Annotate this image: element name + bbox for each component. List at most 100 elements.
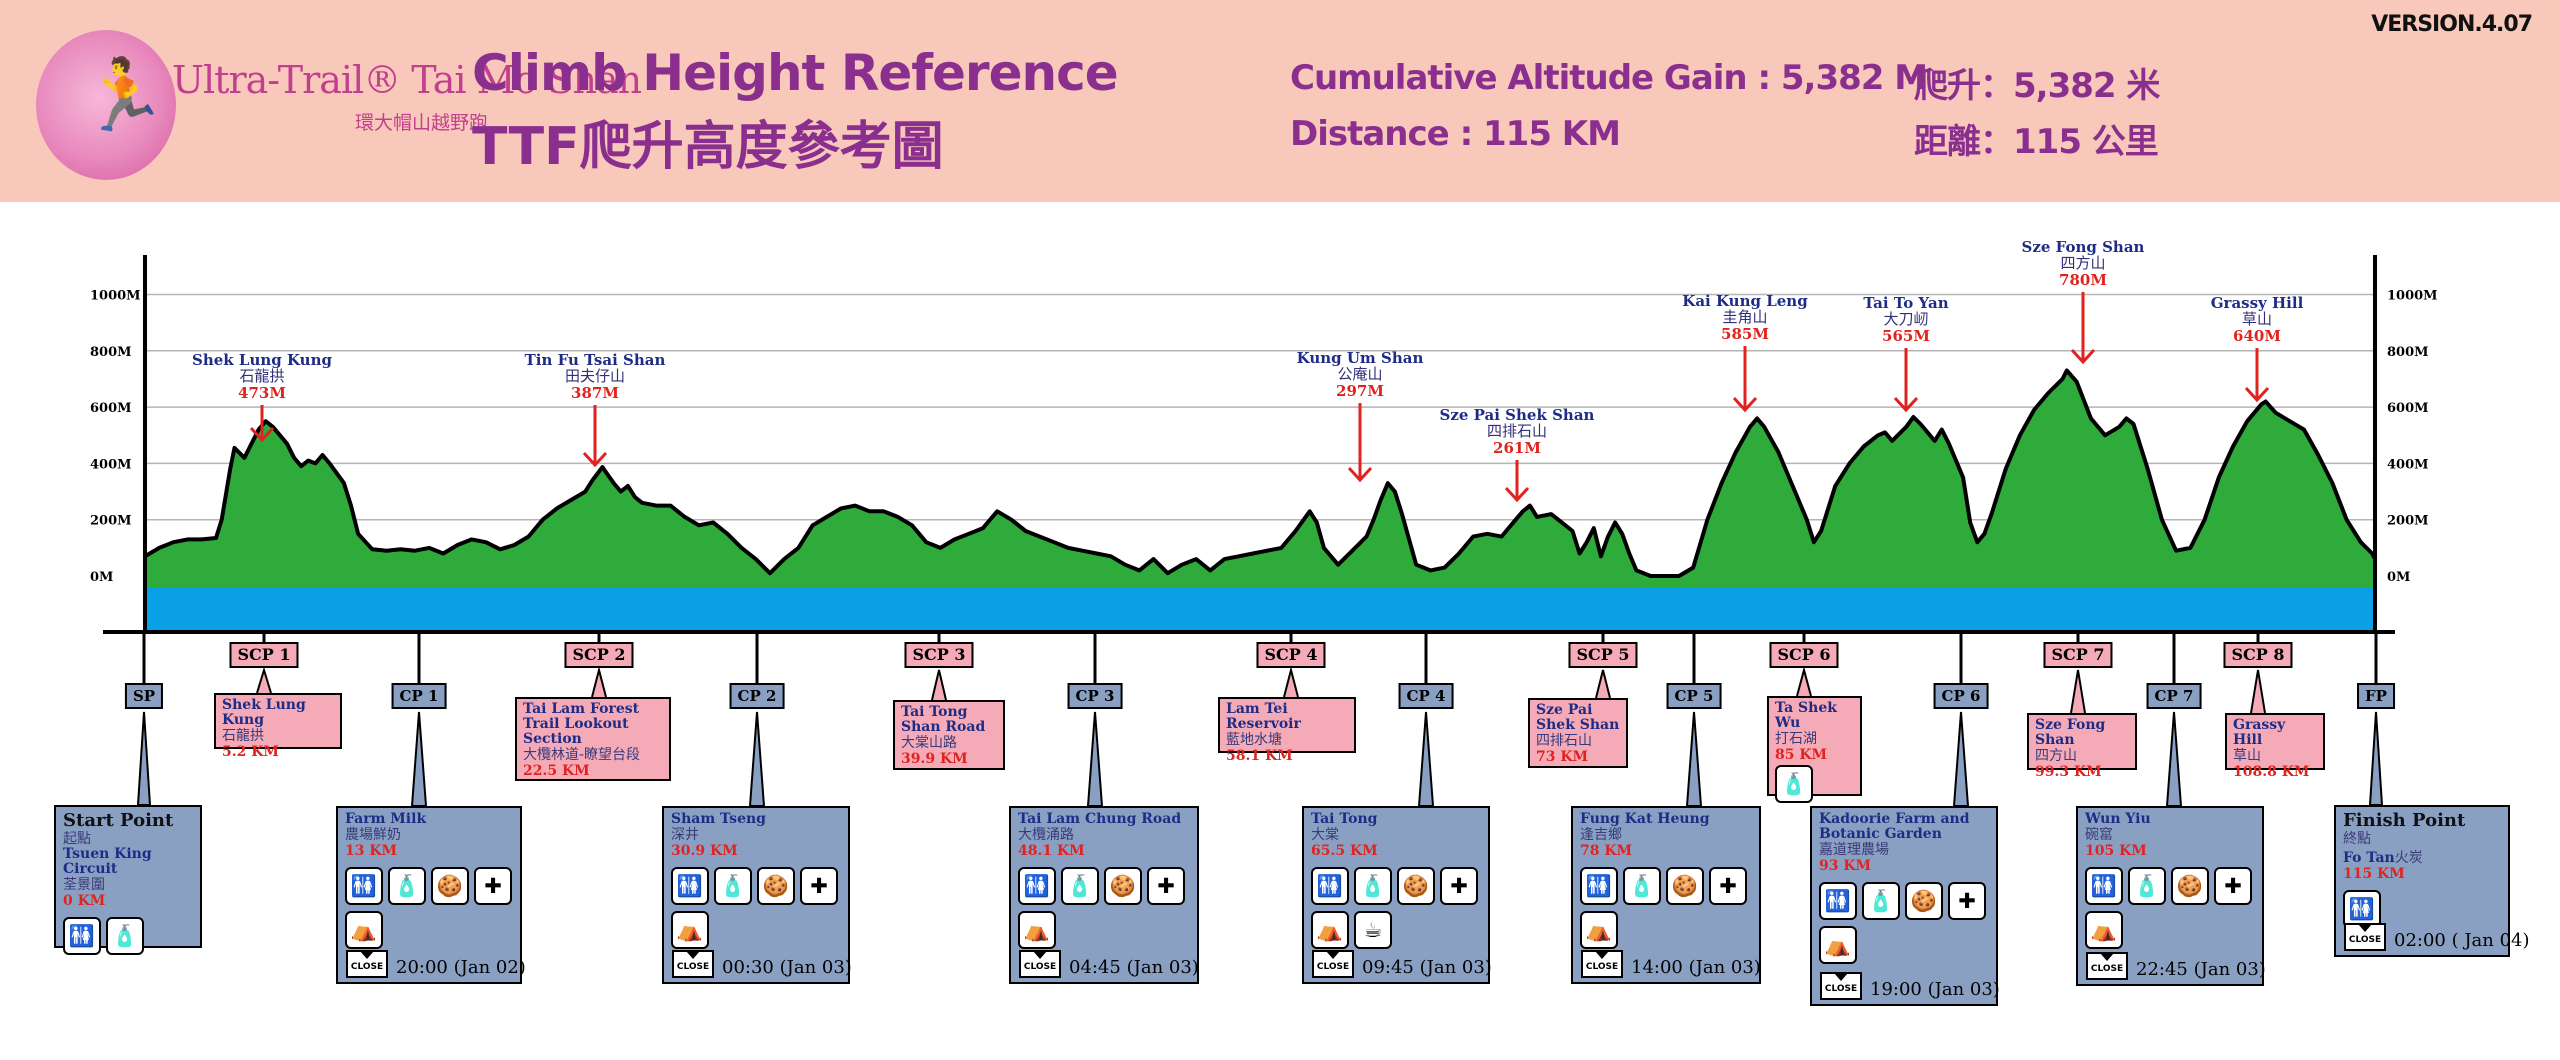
- y-tick-label: 800M: [2387, 345, 2429, 360]
- cp-name: Farm Milk: [345, 811, 427, 827]
- y-tick-label: 200M: [90, 514, 132, 529]
- cp-pointer: [1417, 711, 1435, 807]
- toilet-icon: 🚻: [345, 867, 383, 905]
- header-banner: 🏃 Ultra-Trail® Tai Mo Shan 環大帽山越野跑 Climb…: [0, 0, 2560, 202]
- altitude-gain: Cumulative Altitude Gain : 5,382 M: [1290, 58, 1928, 98]
- toilet-icon: 🚻: [63, 917, 101, 955]
- first-aid-icon: ✚: [2214, 867, 2252, 905]
- scp-pointer: [2070, 669, 2086, 714]
- scp-name: Lam Tei Reservoir: [1226, 701, 1301, 732]
- tent-icon: ⛺: [1311, 911, 1349, 949]
- peak-arrowhead: [1347, 466, 1373, 483]
- cp-distance: 0 KM: [63, 893, 106, 909]
- cp-label: CP 1: [391, 683, 447, 709]
- cp-name-zh: 農場鮮奶: [345, 827, 401, 843]
- cp-distance: 13 KM: [345, 843, 398, 859]
- cp-label: CP 5: [1666, 683, 1722, 709]
- cp-info-box: Farm Milk 農場鮮奶 13 KM 🚻 🧴 🍪 ✚ ⛺ CLOSE 20:00 (…: [336, 806, 526, 984]
- cp-distance: 30.9 KM: [671, 843, 738, 859]
- close-time: 02:00 ( Jan 04): [2394, 930, 2530, 951]
- cp-name-zh: 深井: [671, 827, 699, 843]
- cp-label: CP 3: [1067, 683, 1123, 709]
- tent-icon: ⛺: [1580, 911, 1618, 949]
- scp-distance: 58.1 KM: [1226, 748, 1293, 764]
- bottle-icon: 🧴: [106, 917, 144, 955]
- first-aid-icon: ✚: [1948, 882, 1986, 920]
- toilet-icon: 🚻: [1819, 882, 1857, 920]
- scp-name-zh: 藍地水塘: [1226, 732, 1282, 748]
- food-icon: 🍪: [431, 867, 469, 905]
- scp-name-zh: 四排石山: [1536, 733, 1592, 749]
- scp-info-box: Ta Shek Wu 打石湖 85 KM 🧴: [1767, 696, 1862, 803]
- y-ticks-left: 0M 200M 400M 600M 800M 1000M: [90, 289, 141, 586]
- peak-altitude: 387M: [571, 384, 619, 402]
- logo-subtext: 環大帽山越野跑: [355, 112, 489, 134]
- scp-pointer: [2250, 669, 2266, 714]
- cp-label: CP 7: [2146, 683, 2202, 709]
- food-icon: 🍪: [1397, 867, 1435, 905]
- cp-name: Fung Kat Heung: [1580, 811, 1710, 827]
- connectors: [136, 632, 2384, 807]
- scp-pointer: [931, 669, 947, 701]
- peak-name-zh: 公庵山: [1337, 365, 1382, 383]
- scp-label: SCP 4: [1256, 642, 1326, 668]
- food-icon: 🍪: [1666, 867, 1704, 905]
- y-tick-label: 1000M: [2387, 289, 2438, 304]
- hot-drink-icon: ☕: [1354, 911, 1392, 949]
- peak-altitude: 780M: [2059, 271, 2107, 289]
- peak-name: Grassy Hill: [2211, 294, 2304, 312]
- peak-name-zh: 四方山: [2060, 254, 2105, 272]
- cp-name-zh: 大棠: [1311, 827, 1339, 843]
- close-icon: CLOSE: [1019, 950, 1061, 978]
- cp-info-box: Fung Kat Heung 逢吉鄉 78 KM 🚻 🧴 🍪 ✚ ⛺ CLOSE 14:…: [1571, 806, 1761, 984]
- bottle-icon: 🧴: [1775, 765, 1813, 803]
- toilet-icon: 🚻: [671, 867, 709, 905]
- water-band: [145, 588, 2375, 632]
- scp-info-box: Grassy Hill 草山 108.8 KM: [2225, 713, 2325, 780]
- scp-info-box: Sze Fong Shan 四方山 99.3 KM: [2027, 713, 2137, 780]
- close-icon: CLOSE: [1820, 972, 1862, 1000]
- scp-pointer: [1595, 669, 1611, 699]
- y-tick-label: 0M: [2387, 570, 2410, 585]
- cp-info-box: Tai Tong 大棠 65.5 KM 🚻 🧴 🍪 ✚ ⛺ ☕ CLOSE 09:45 (…: [1302, 806, 1492, 984]
- scp-label: SCP 2: [564, 642, 634, 668]
- cp-name: Wun Yiu: [2085, 811, 2151, 827]
- cp-name: Start Point: [63, 810, 174, 831]
- cp-name-zh: 大欖涌路: [1018, 827, 1074, 843]
- cp-name: Sham Tseng: [671, 811, 766, 827]
- close-icon: CLOSE: [1581, 950, 1623, 978]
- peak-name: Kai Kung Leng: [1682, 292, 1808, 310]
- peak-name-zh: 田夫仔山: [565, 367, 625, 385]
- peak-name: Sze Fong Shan: [2022, 238, 2145, 256]
- tent-icon: ⛺: [2085, 911, 2123, 949]
- tent-icon: ⛺: [1018, 911, 1056, 949]
- cp-distance: 78 KM: [1580, 843, 1633, 859]
- bottle-icon: 🧴: [388, 867, 426, 905]
- cp-location-zh: 荃景圍: [63, 877, 105, 893]
- first-aid-icon: ✚: [474, 867, 512, 905]
- cp-pointer: [1685, 711, 1703, 807]
- peak-arrowhead: [2244, 386, 2270, 403]
- close-icon: CLOSE: [1312, 950, 1354, 978]
- scp-pointer: [256, 666, 272, 694]
- scp-label: SCP 8: [2223, 642, 2293, 668]
- scp-name-zh: 打石湖: [1775, 731, 1817, 747]
- scp-info-box: Sze Pai Shek Shan 四排石山 73 KM: [1528, 698, 1628, 768]
- cp-name: Kadoorie Farm and Botanic Garden: [1819, 811, 1970, 842]
- cp-distance: 65.5 KM: [1311, 843, 1378, 859]
- cp-label: CP 6: [1933, 683, 1989, 709]
- scp-label: SCP 5: [1568, 642, 1638, 668]
- cp-name: Tai Tong: [1311, 811, 1378, 827]
- peak-arrowhead: [1504, 486, 1530, 503]
- peak-arrowhead: [1893, 396, 1919, 413]
- cp-label: SP: [124, 683, 164, 709]
- y-tick-label: 600M: [90, 401, 132, 416]
- toilet-icon: 🚻: [2085, 867, 2123, 905]
- peak-altitude: 261M: [1493, 439, 1541, 457]
- toilet-icon: 🚻: [1018, 867, 1056, 905]
- y-tick-label: 400M: [2387, 457, 2429, 472]
- logo-text: Ultra-Trail® Tai Mo Shan: [172, 58, 642, 102]
- cp-name: Finish Point: [2343, 810, 2466, 831]
- scp-distance: 39.9 KM: [901, 751, 968, 767]
